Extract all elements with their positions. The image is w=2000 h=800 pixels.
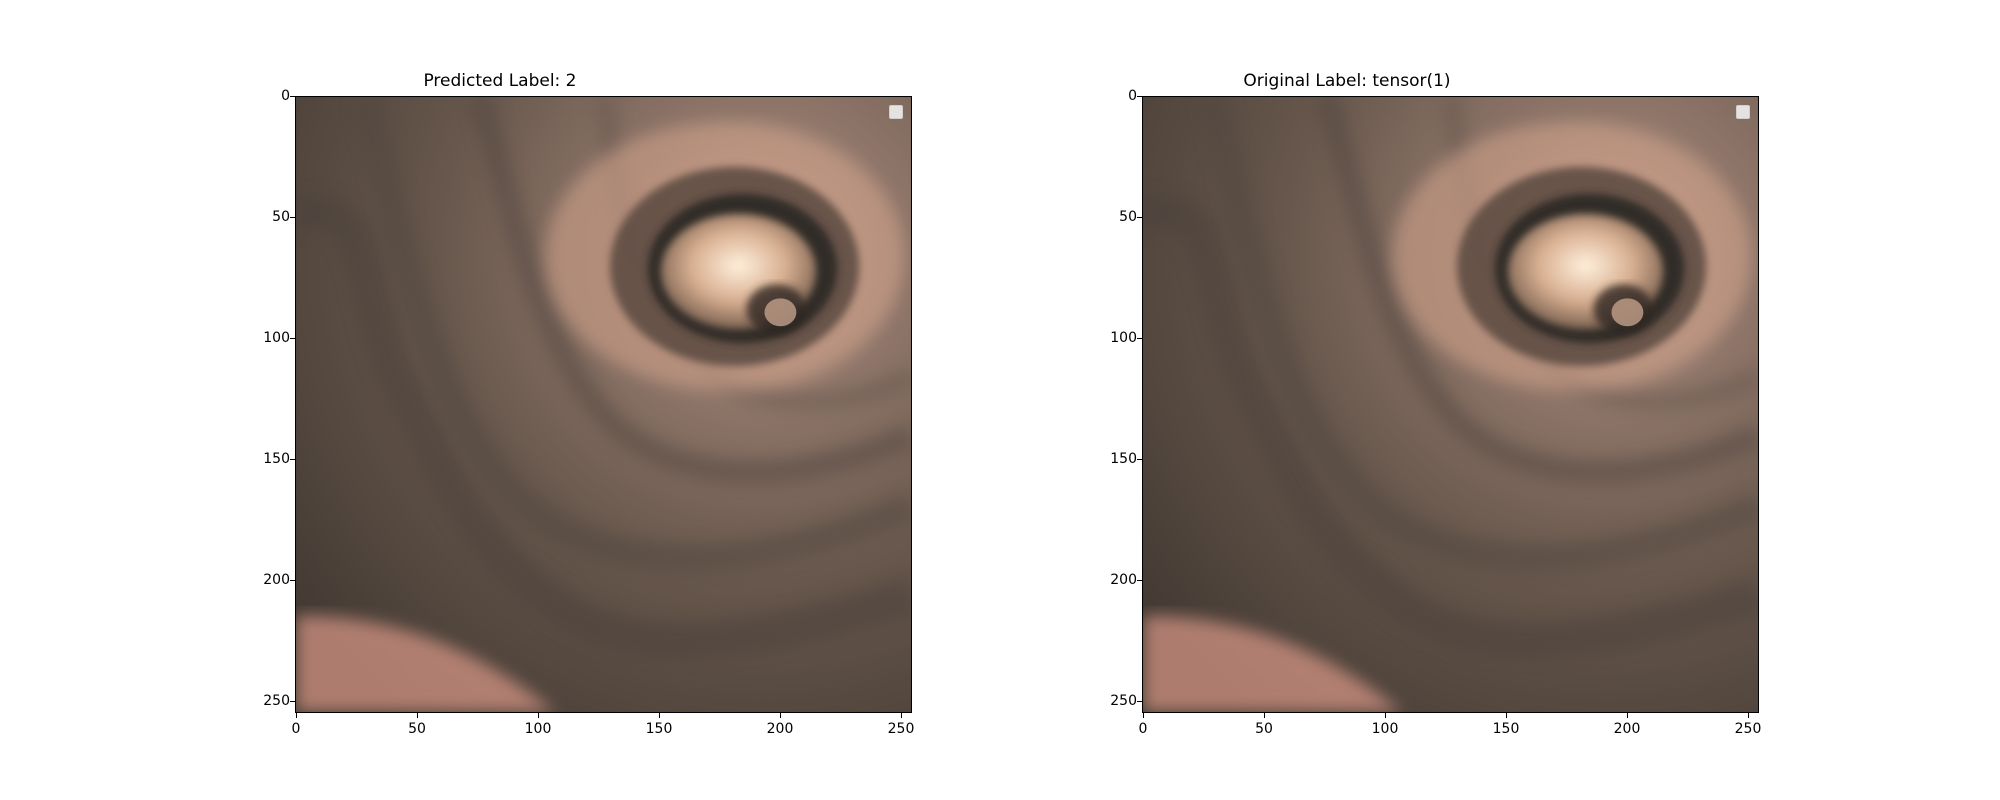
left-y-tick-100: 100 (230, 329, 295, 347)
right-x-tick-150: 150 (1486, 713, 1526, 738)
left-image-svg (296, 97, 911, 712)
left-colonoscopy-image (295, 96, 912, 713)
left-x-tick-150: 150 (639, 713, 679, 738)
left-x-tick-0: 0 (276, 713, 316, 738)
right-legend-box (1736, 105, 1750, 119)
left-y-tick-200: 200 (230, 571, 295, 589)
left-plot-title: Predicted Label: 2 (423, 71, 577, 91)
left-x-tick-250: 250 (881, 713, 921, 738)
left-y-tick-150: 150 (230, 450, 295, 468)
right-y-tick-100: 100 (1077, 329, 1142, 347)
right-image-svg (1143, 97, 1758, 712)
left-x-tick-100: 100 (518, 713, 558, 738)
right-x-tick-100: 100 (1365, 713, 1405, 738)
right-x-tick-200: 200 (1607, 713, 1647, 738)
right-x-tick-0: 0 (1123, 713, 1163, 738)
left-y-tick-50: 50 (230, 208, 295, 226)
right-y-tick-150: 150 (1077, 450, 1142, 468)
left-plot-panel: Predicted Label: 2 (230, 71, 921, 738)
left-y-tick-0: 0 (230, 87, 295, 105)
right-y-tick-0: 0 (1077, 87, 1142, 105)
right-y-tick-200: 200 (1077, 571, 1142, 589)
right-plot-panel: Original Label: tensor(1) (847, 0, 1847, 800)
right-y-tick-50: 50 (1077, 208, 1142, 226)
left-x-tick-200: 200 (760, 713, 800, 738)
right-x-tick-250: 250 (1728, 713, 1768, 738)
right-plot-title: Original Label: tensor(1) (1243, 71, 1451, 91)
right-colonoscopy-image (1142, 96, 1759, 713)
right-x-tick-50: 50 (1244, 713, 1284, 738)
left-legend-box (889, 105, 903, 119)
right-y-tick-250: 250 (1077, 692, 1142, 710)
left-y-tick-250: 250 (230, 692, 295, 710)
left-x-tick-50: 50 (397, 713, 437, 738)
